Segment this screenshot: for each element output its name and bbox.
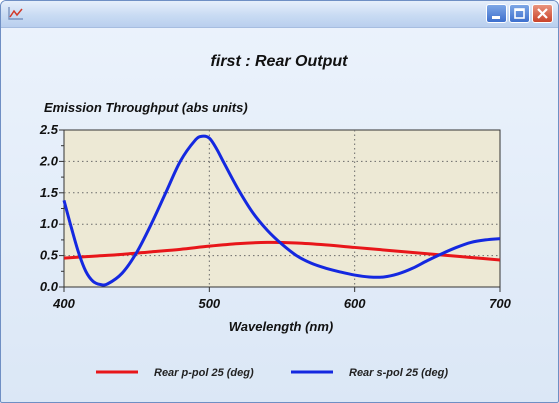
chart-title: first : Rear Output [211, 53, 349, 70]
chart-icon [8, 7, 23, 20]
axis-ticks: 400 500 600 700 0.0 0.5 1.0 1.5 2.0 2.5 [39, 122, 512, 311]
y-tick-label: 0.0 [40, 279, 59, 294]
maximize-button[interactable] [509, 4, 530, 23]
y-tick-label: 1.5 [40, 185, 59, 200]
y-tick-label: 2.5 [39, 122, 59, 137]
y-tick-label: 2.0 [39, 153, 59, 168]
x-tick-label: 400 [52, 296, 75, 311]
minimize-icon [492, 16, 500, 19]
close-button[interactable] [532, 4, 553, 23]
y-tick-label: 0.5 [40, 248, 59, 263]
series-group [62, 134, 501, 287]
y-tick-label: 1.0 [40, 216, 59, 231]
grid-lines [64, 130, 500, 287]
y-axis-label: Emission Throughput (abs units) [44, 100, 248, 115]
x-tick-label: 700 [489, 296, 511, 311]
x-axis-label: Wavelength (nm) [229, 319, 334, 334]
minimize-button[interactable] [486, 4, 507, 23]
close-icon [537, 8, 548, 19]
x-tick-label: 600 [344, 296, 366, 311]
legend-label-p-pol: Rear p-pol 25 (deg) [154, 367, 254, 379]
maximize-icon [514, 8, 525, 19]
title-bar[interactable] [1, 1, 558, 28]
series-line-s-pol [62, 134, 501, 287]
legend-label-s-pol: Rear s-pol 25 (deg) [349, 367, 448, 379]
x-tick-label: 500 [198, 296, 220, 311]
legend: Rear p-pol 25 (deg) Rear s-pol 25 (deg) [96, 367, 448, 379]
